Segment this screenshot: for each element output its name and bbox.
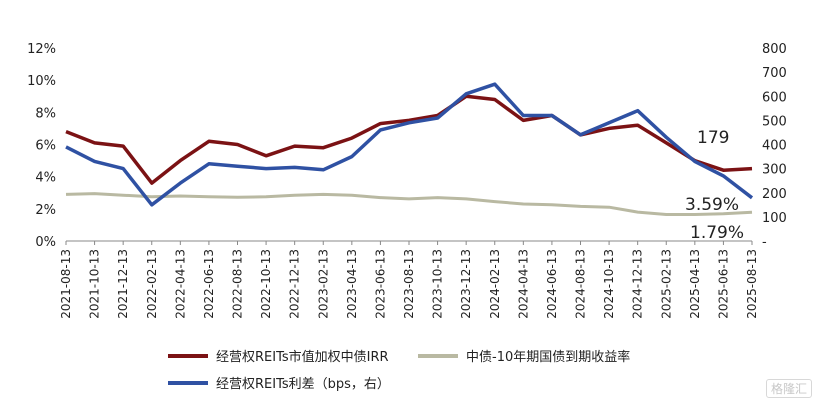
x-tick-label: 2025-08-13 [745, 249, 759, 319]
annotation-yield-value: 1.79% [690, 223, 744, 243]
x-tick-label: 2023-02-13 [316, 249, 330, 319]
x-tick-label: 2022-02-13 [145, 249, 159, 319]
x-tick-label: 2023-10-13 [431, 249, 445, 319]
legend-irr-swatch [168, 353, 208, 358]
legend-yield: 中债-10年期国债到期收益率 [418, 346, 630, 365]
left-tick-label: 10% [27, 74, 56, 89]
right-tick-label: 100 [762, 211, 787, 226]
left-tick-label: 4% [35, 171, 56, 186]
x-tick-label: 2022-10-13 [259, 249, 273, 319]
right-tick-label: 200 [762, 187, 787, 202]
left-tick-label: 0% [35, 235, 56, 250]
left-tick-label: 2% [35, 203, 56, 218]
x-axis-ticks: 2021-08-13 2021-10-13 2021-12-13 2022-02-13… [59, 241, 759, 319]
x-tick-label: 2024-02-13 [488, 249, 502, 319]
series-line-spread [65, 82, 754, 207]
x-tick-label: 2023-08-13 [402, 249, 416, 319]
left-tick-label: 12% [27, 42, 56, 57]
x-tick-label: 2024-04-13 [516, 249, 530, 319]
legend-spread-label: 经营权REITs利差（bps，右） [216, 377, 390, 392]
x-tick-label: 2023-06-13 [373, 249, 387, 319]
left-tick-label: 6% [35, 139, 56, 154]
right-tick-label: - [762, 235, 767, 250]
legend-irr: 经营权REITs市值加权中债IRR [168, 346, 389, 365]
x-tick-label: 2024-06-13 [545, 249, 559, 319]
legend-yield-label: 中债-10年期国债到期收益率 [466, 350, 631, 365]
x-tick-label: 2023-04-13 [345, 249, 359, 319]
x-tick-label: 2021-12-13 [116, 249, 130, 319]
legend-yield-swatch [418, 353, 458, 358]
right-tick-label: 700 [762, 66, 787, 81]
x-tick-label: 2022-12-13 [288, 249, 302, 319]
right-tick-label: 800 [762, 42, 787, 57]
x-tick-label: 2025-04-13 [688, 249, 702, 319]
x-tick-label: 2024-12-13 [631, 249, 645, 319]
x-tick-label: 2021-08-13 [59, 249, 73, 319]
left-tick-label: 8% [35, 106, 56, 121]
x-tick-label: 2023-12-13 [459, 249, 473, 319]
left-axis-ticks: 0% 2% 4% 6% 8% 10% 12% [27, 42, 56, 250]
right-tick-label: 300 [762, 163, 787, 178]
x-tick-label: 2024-10-13 [602, 249, 616, 319]
annotation-spread-value: 179 [697, 128, 729, 148]
series-line-irr [65, 94, 753, 185]
right-tick-label: 400 [762, 139, 787, 154]
watermark-logo: 格隆汇 [765, 379, 812, 398]
annotation-irr-value: 3.59% [685, 195, 739, 215]
x-tick-label: 2024-08-13 [574, 249, 588, 319]
x-tick-label: 2025-06-13 [716, 249, 730, 319]
x-tick-label: 2022-06-13 [202, 249, 216, 319]
right-tick-label: 600 [762, 90, 787, 105]
legend-spread-swatch [168, 380, 208, 385]
legend-irr-label: 经营权REITs市值加权中债IRR [216, 350, 389, 365]
series-line-yield10y [65, 192, 753, 216]
x-tick-label: 2021-10-13 [88, 249, 102, 319]
legend-spread: 经营权REITs利差（bps，右） [168, 373, 390, 392]
x-tick-label: 2022-04-13 [173, 249, 187, 319]
right-axis-ticks: - 100 200 300 400 500 600 700 800 [762, 42, 787, 250]
series-layer [65, 82, 754, 216]
x-tick-label: 2025-02-13 [659, 249, 673, 319]
annotations: 179 3.59% 1.79% [685, 128, 744, 243]
right-tick-label: 500 [762, 114, 787, 129]
x-tick-label: 2022-08-13 [231, 249, 245, 319]
